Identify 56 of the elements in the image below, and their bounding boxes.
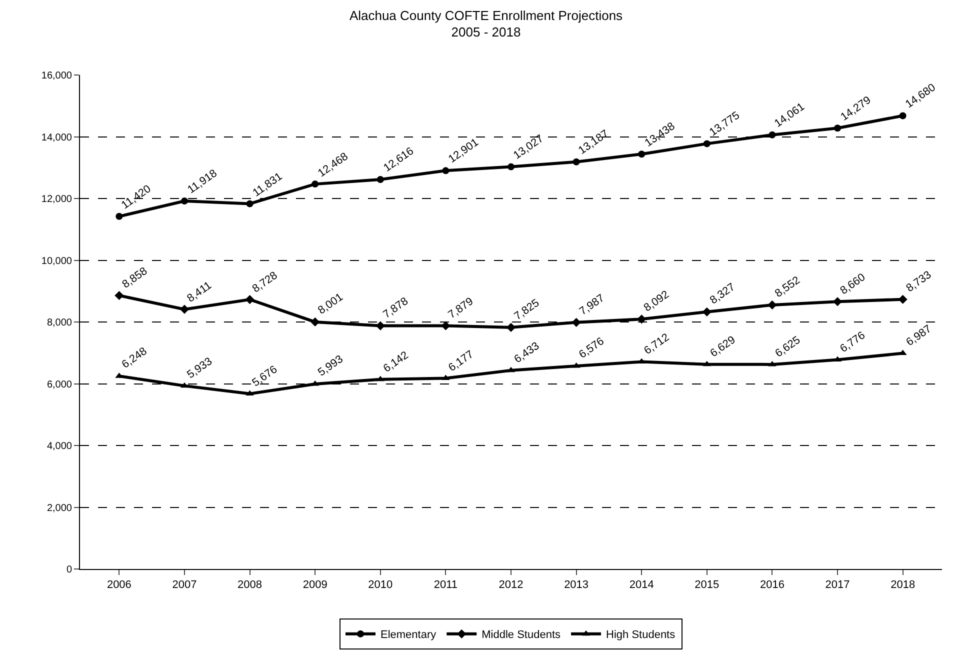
y-tick-label: 2,000	[46, 502, 72, 514]
x-tick-label: 2012	[498, 579, 524, 592]
point	[311, 380, 320, 386]
point	[832, 297, 842, 306]
point	[180, 198, 188, 205]
point	[768, 360, 776, 366]
point	[376, 376, 384, 382]
x-tick-label: 2014	[629, 579, 654, 592]
x-tick-label: 2013	[564, 579, 589, 592]
x-tick-label: 2015	[694, 579, 720, 592]
point	[572, 318, 581, 327]
x-tick-label: 2018	[890, 579, 916, 592]
point	[376, 176, 384, 183]
y-tick-label: 0	[66, 564, 72, 576]
point	[508, 163, 514, 170]
x-tick-label: 2006	[106, 579, 132, 592]
point	[702, 360, 711, 366]
x-tick-label: 2016	[760, 579, 784, 592]
point	[442, 167, 450, 174]
x-tick-label: 2011	[434, 579, 458, 592]
point	[768, 300, 777, 310]
x-tick-label: 2009	[302, 579, 328, 592]
y-tick-label: 16,000	[41, 70, 72, 82]
point	[572, 362, 580, 368]
point	[442, 374, 450, 380]
legend-label: Middle Students	[482, 629, 562, 642]
y-tick-label: 10,000	[41, 256, 72, 267]
chart-title: Alachua County COFTE Enrollment Projections 2005 - 2018	[349, 8, 624, 40]
point	[768, 131, 776, 138]
point	[703, 140, 710, 148]
point	[246, 200, 254, 208]
point	[114, 290, 124, 300]
x-tick-label: 2010	[368, 579, 393, 592]
point	[638, 358, 646, 364]
point	[312, 180, 319, 188]
x-tick-label: 2007	[172, 579, 197, 592]
point	[638, 150, 646, 158]
y-tick-label: 8,000	[46, 318, 72, 328]
point	[572, 158, 580, 166]
x-tick-label: 2017	[825, 579, 850, 592]
point	[506, 322, 516, 332]
y-tick-label: 4,000	[46, 441, 72, 452]
point	[116, 212, 123, 220]
point	[834, 124, 842, 132]
point	[310, 317, 320, 327]
y-tick-label: 6,000	[46, 379, 72, 390]
point	[702, 307, 712, 316]
y-tick-label: 14,000	[41, 132, 72, 144]
point	[245, 294, 254, 304]
point	[899, 112, 906, 120]
point	[180, 304, 190, 314]
point	[637, 314, 646, 324]
legend-label: High Students	[606, 629, 676, 642]
legend-label: Elementary	[380, 629, 437, 642]
y-tick-label: 12,000	[41, 194, 72, 205]
x-tick-label: 2008	[238, 579, 262, 592]
